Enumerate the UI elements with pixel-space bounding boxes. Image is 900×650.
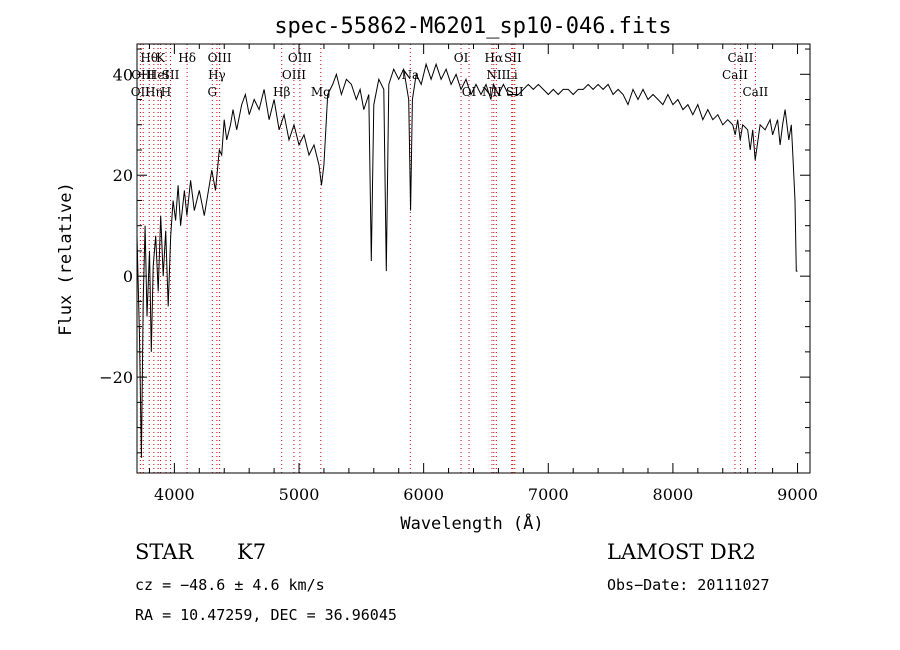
line-marker-label: Hγ xyxy=(208,68,226,82)
y-tick-label: 0 xyxy=(123,267,133,286)
y-axis-label: Flux (relative) xyxy=(56,182,76,336)
line-marker-label: Li xyxy=(506,68,518,82)
x-tick-label: 5000 xyxy=(279,485,320,504)
x-tick-label: 6000 xyxy=(403,485,444,504)
line-marker-label: CaII xyxy=(742,85,768,99)
y-tick-label: −20 xyxy=(99,368,133,387)
line-marker-label: Hη xyxy=(145,85,163,99)
chart-title: spec-55862-M6201_sp10-046.fits xyxy=(274,14,671,39)
line-marker-label: CaII xyxy=(728,51,754,65)
y-tick-label: 40 xyxy=(113,65,133,84)
obs-date-readout: Obs−Date: 20111027 xyxy=(607,576,770,594)
line-marker-label: OIII xyxy=(208,51,232,65)
coordinates-readout: RA = 10.47259, DEC = 36.96045 xyxy=(135,606,397,624)
line-marker-label: OI xyxy=(462,85,477,99)
survey-label: LAMOST DR2 xyxy=(607,540,756,564)
spectrum-line-group xyxy=(136,62,798,458)
x-tick-label: 7000 xyxy=(528,485,569,504)
line-marker-label: OI xyxy=(454,51,469,65)
line-markers xyxy=(139,44,756,473)
line-marker-label: Na xyxy=(401,68,419,82)
spectrum-line xyxy=(136,62,798,458)
line-marker-label: OIII xyxy=(288,51,312,65)
line-marker-label: OIII xyxy=(282,68,306,82)
line-marker-label: Hβ xyxy=(273,85,290,99)
line-marker-label: K xyxy=(156,51,166,65)
class-label: STAR xyxy=(135,540,194,564)
line-marker-label: H xyxy=(161,85,171,99)
line-marker-label: Hθ xyxy=(140,51,158,65)
line-marker-label: SII xyxy=(504,51,522,65)
x-axis-label: Wavelength (Å) xyxy=(400,512,543,534)
x-tick-label: 9000 xyxy=(777,485,818,504)
line-marker-label: OIII xyxy=(131,68,155,82)
line-marker-label: Hα xyxy=(485,51,504,65)
line-marker-label: SII xyxy=(506,85,524,99)
line-marker-label: SII xyxy=(162,68,180,82)
y-tick-label: 20 xyxy=(113,166,133,185)
line-marker-label: Hδ xyxy=(178,51,196,65)
redshift-readout: cz = −48.6 ± 4.6 km/s xyxy=(135,576,325,594)
x-tick-label: 4000 xyxy=(154,485,195,504)
line-marker-label: NII xyxy=(482,85,502,99)
line-marker-label: CaII xyxy=(722,68,748,82)
line-marker-label: OII xyxy=(131,85,151,99)
plot-frame xyxy=(136,43,811,474)
line-marker-label: Mg xyxy=(311,85,331,99)
line-marker-label: G xyxy=(207,85,217,99)
plot-axes: 4000 5000 6000 7000 8000 9000 −20 0 20 40 xyxy=(99,43,818,504)
subclass-label: K7 xyxy=(237,540,267,564)
x-tick-label: 8000 xyxy=(653,485,694,504)
line-marker-label: HeI xyxy=(147,68,170,82)
line-marker-label: NII xyxy=(486,68,506,82)
line-marker-labels: OII OIII Hθ Hη HeI K H SII Hδ G Hγ OIII Hβ OIII OIII Mg… xyxy=(131,51,769,99)
